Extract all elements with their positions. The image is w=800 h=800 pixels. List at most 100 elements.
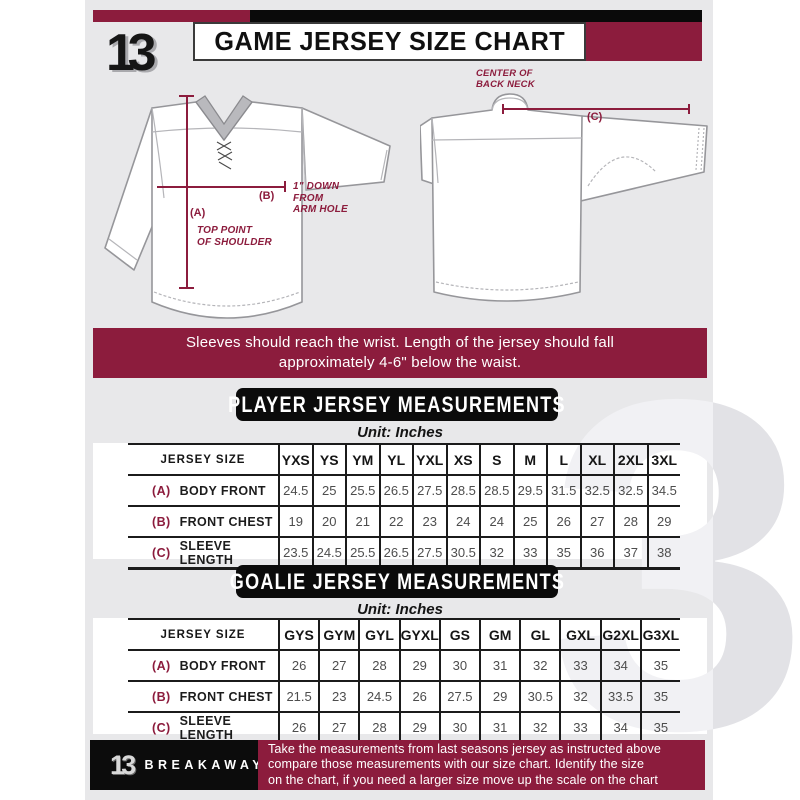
measurement-value: 31 <box>479 651 520 682</box>
row-label: (C) SLEEVE LENGTH <box>128 538 278 570</box>
measurement-value: 30.5 <box>519 682 560 713</box>
row-label: (B) FRONT CHEST <box>128 507 278 538</box>
front-jersey-diagram <box>104 95 391 319</box>
header-strip-maroon <box>93 10 250 22</box>
breakaway-logo: 13 <box>110 749 136 780</box>
size-column-label: YS <box>311 445 345 476</box>
row-label: (A) BODY FRONT <box>128 651 278 682</box>
goalie-section-header: GOALIE JERSEY MEASUREMENTS <box>229 565 563 598</box>
footer-note-line: compare those measurements with our size… <box>268 757 645 772</box>
measurement-value: 36 <box>579 538 613 570</box>
measurement-value: 25.5 <box>345 476 379 507</box>
measurement-value: 29 <box>479 682 520 713</box>
player-section-header: PLAYER JERSEY MEASUREMENTS <box>228 388 565 421</box>
brand-watermark: 3 <box>713 330 800 800</box>
footer-brand-box: 13 BREAKAWAY <box>90 740 261 790</box>
goalie-size-table: JERSEY SIZE GYS GYM GYL GYXL GS GM GL GXL G2XL G3X… <box>128 618 680 745</box>
player-table-panel <box>93 443 707 559</box>
row-label-text: SLEEVE LENGTH <box>179 538 234 567</box>
size-column-label: G3XL <box>639 620 680 651</box>
row-label-text: SLEEVE LENGTH <box>179 713 234 742</box>
size-column-label: GYM <box>318 620 359 651</box>
back-seams <box>431 97 705 291</box>
watermark-clip-margin: 3 <box>713 0 800 800</box>
front-body <box>151 101 303 319</box>
measurement-value: 27 <box>579 507 613 538</box>
title-bar: GAME JERSEY SIZE CHART <box>193 22 586 61</box>
size-column-label: 2XL <box>613 445 647 476</box>
size-column-label: 3XL <box>646 445 680 476</box>
measurement-value: 35 <box>639 651 680 682</box>
goalie-section-title: GOALIE JERSEY MEASUREMENTS <box>229 568 565 594</box>
measure-line-A-cap-top <box>179 95 194 97</box>
footer-note-line: Take the measurements from last seasons … <box>268 741 661 756</box>
measurement-value: 33.5 <box>599 682 640 713</box>
row-label-text: FRONT CHEST <box>179 514 273 529</box>
banner-line: Sleeves should reach the wrist. Length o… <box>185 334 615 351</box>
measure-line-B <box>157 186 286 188</box>
row-key: (A) <box>152 658 171 673</box>
measurement-value: 35 <box>639 682 680 713</box>
row-label-text: BODY FRONT <box>179 483 266 498</box>
measurement-value: 24 <box>479 507 513 538</box>
measure-line-A <box>186 96 188 289</box>
caption-A: TOP POINT OF SHOULDER <box>197 225 272 248</box>
size-column-label: GYXL <box>398 620 439 651</box>
measure-line-C-tick-left <box>502 104 504 114</box>
label-A: (A) <box>190 207 206 219</box>
size-column-label: M <box>512 445 546 476</box>
size-column-label: XL <box>579 445 613 476</box>
size-column-label: S <box>479 445 513 476</box>
size-column-label: GL <box>519 620 560 651</box>
brand-name: BREAKAWAY <box>144 758 266 772</box>
row-key: (C) <box>152 545 171 560</box>
player-size-table: JERSEY SIZE YXS YS YM YL YXL XS S M L XL 2XL 3XL (A) B… <box>128 443 680 570</box>
measurement-value: 32 <box>519 651 560 682</box>
label-C: (C) <box>587 111 603 123</box>
measurement-value: 24.5 <box>278 476 312 507</box>
measurement-value: 35 <box>546 538 580 570</box>
header-strip-black <box>250 10 702 22</box>
row-label-text: BODY FRONT <box>179 658 266 673</box>
size-column-label: L <box>546 445 580 476</box>
measurement-value: 37 <box>613 538 647 570</box>
measure-line-C <box>502 108 690 110</box>
size-column-label: GXL <box>559 620 600 651</box>
size-column-label: YXS <box>278 445 312 476</box>
measurement-value: 27.5 <box>438 682 479 713</box>
back-right-sleeve <box>567 115 708 205</box>
measurement-value: 38 <box>646 538 680 570</box>
measurement-value: 26.5 <box>378 476 412 507</box>
footer-note-line: on the chart, if you need a larger size … <box>268 772 658 787</box>
measurement-value: 28.5 <box>479 476 513 507</box>
measurement-value: 28 <box>613 507 647 538</box>
fit-note-banner: Sleeves should reach the wrist. Length o… <box>93 328 707 378</box>
size-column-label: GYS <box>278 620 319 651</box>
row-label-text: FRONT CHEST <box>179 689 273 704</box>
measurement-value: 21 <box>345 507 379 538</box>
row-key: (C) <box>152 720 171 735</box>
title-bar-accent <box>586 22 702 61</box>
row-label: (B) FRONT CHEST <box>128 682 278 713</box>
measurement-value: 25 <box>512 507 546 538</box>
label-B: (B) <box>259 190 275 202</box>
caption-B: 1" DOWN FROM ARM HOLE <box>293 181 348 215</box>
measurement-value: 30 <box>438 651 479 682</box>
row-label: (A) BODY FRONT <box>128 476 278 507</box>
size-column-label: YXL <box>412 445 446 476</box>
measurement-value: 26 <box>546 507 580 538</box>
row-key: (B) <box>152 689 171 704</box>
size-column-label: YL <box>378 445 412 476</box>
goalie-unit-label: Unit: Inches <box>357 601 443 618</box>
front-collar <box>195 95 253 142</box>
measurement-value: 32.5 <box>613 476 647 507</box>
measurement-value: 34.5 <box>646 476 680 507</box>
row-key: (B) <box>152 514 171 529</box>
measurement-value: 29 <box>398 651 439 682</box>
measurement-value: 25 <box>311 476 345 507</box>
measurement-value: 26 <box>278 651 319 682</box>
measurement-value: 32 <box>559 682 600 713</box>
measure-line-B-tick <box>284 181 286 192</box>
measurement-value: 32.5 <box>579 476 613 507</box>
